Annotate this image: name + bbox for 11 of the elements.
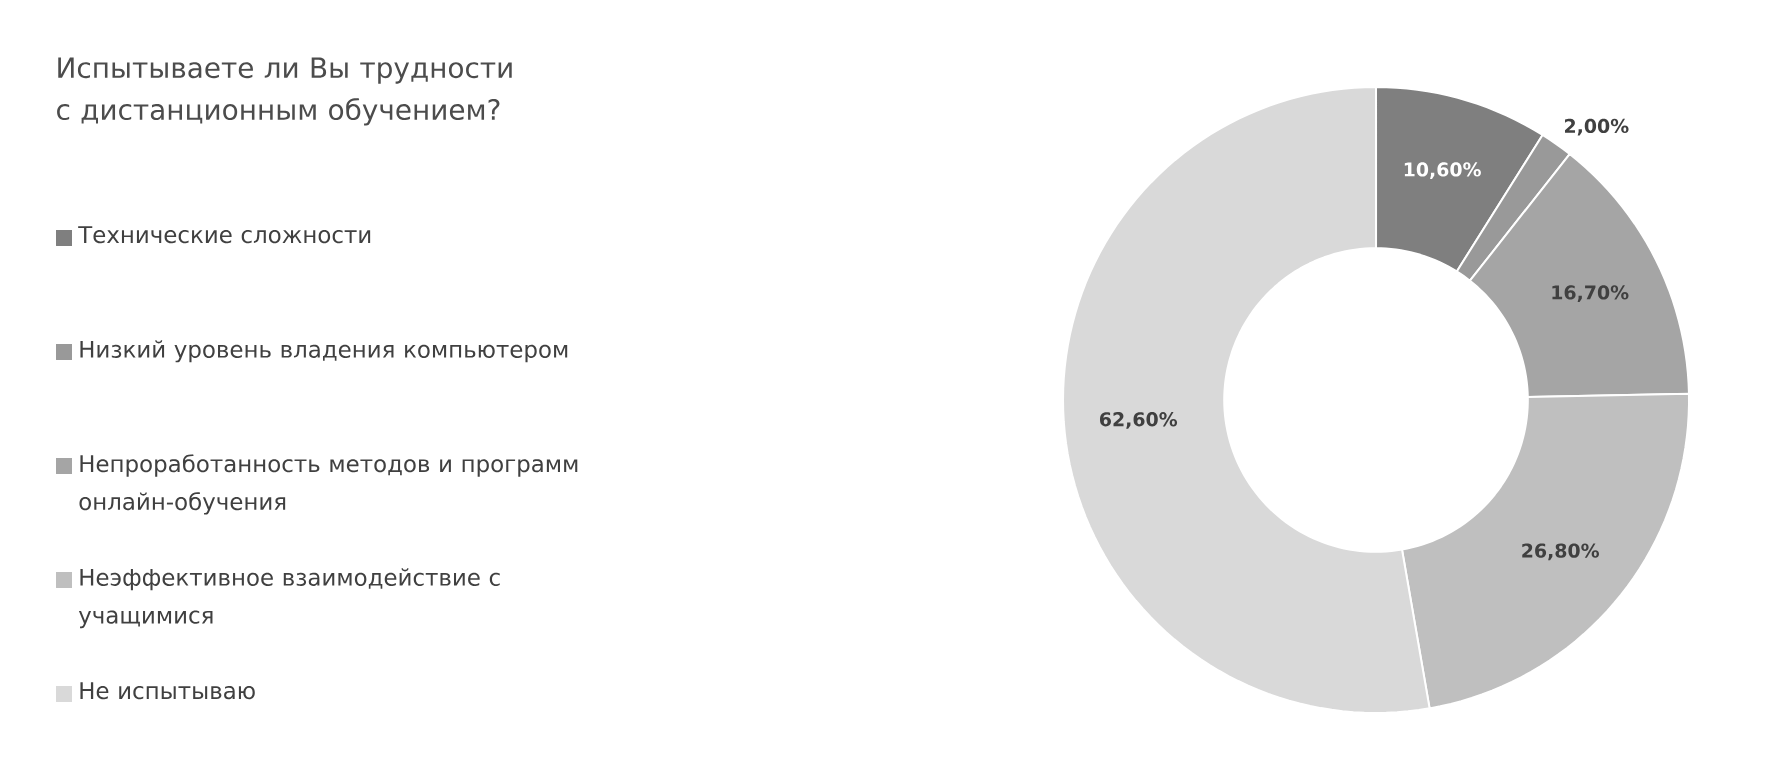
legend-label: Непроработанность методов и программ онлайн-обучения [79, 454, 578, 515]
legend-label: Низкий уровень владения компьютером [80, 340, 568, 363]
legend-label: Не испытываю [80, 682, 255, 700]
data-label: 2,00% [1564, 118, 1629, 136]
data-label: 26,80% [1522, 543, 1599, 561]
data-label: 10,60% [1404, 162, 1481, 180]
chart-title: Испытываете ли Вы трудности с дистанционным обучением? [57, 57, 512, 126]
data-label: 62,60% [1100, 412, 1178, 429]
legend-label: Неэффективное взаимодействие с учащимися [78, 568, 500, 629]
legend-label: Технические сложности [78, 226, 371, 244]
data-label: 16,70% [1552, 285, 1629, 302]
